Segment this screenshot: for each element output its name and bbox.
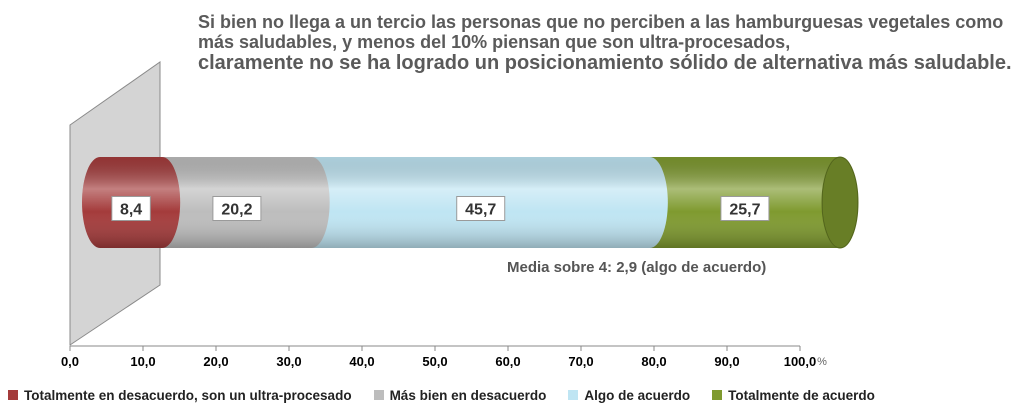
- legend: Totalmente en desacuerdo, son un ultra-p…: [8, 386, 1018, 404]
- x-tick-label: 90,0: [714, 354, 739, 369]
- data-labels: 8,4 20,2 45,7 25,7: [111, 196, 770, 221]
- chart-title: Si bien no llega a un tercio las persona…: [198, 12, 1018, 75]
- svg-text:25,7: 25,7: [729, 202, 760, 219]
- legend-item: Totalmente de acuerdo: [712, 388, 875, 403]
- data-label: 8,4: [111, 196, 151, 221]
- data-label: 20,2: [212, 196, 262, 221]
- svg-text:45,7: 45,7: [465, 202, 496, 219]
- data-label: 45,7: [456, 196, 506, 221]
- legend-swatch: [712, 390, 723, 400]
- x-tick-label: 100,0: [784, 354, 817, 369]
- legend-item: Totalmente en desacuerdo, son un ultra-p…: [8, 388, 352, 403]
- legend-label: Más bien en desacuerdo: [389, 387, 547, 403]
- x-tick-label: 10,0: [130, 354, 155, 369]
- x-tick-label: 80,0: [641, 354, 666, 369]
- legend-swatch: [373, 390, 384, 400]
- svg-text:20,2: 20,2: [221, 202, 252, 219]
- x-tick-label: 30,0: [276, 354, 301, 369]
- legend-swatch: [568, 390, 579, 400]
- x-tick-label: 0,0: [61, 354, 79, 369]
- legend-item: Algo de acuerdo: [568, 388, 690, 403]
- chart-title-line-1: Si bien no llega a un tercio las persona…: [198, 12, 1004, 53]
- mean-annotation: Media sobre 4: 2,9 (algo de acuerdo): [507, 259, 766, 276]
- data-label: 25,7: [720, 196, 770, 221]
- x-axis-ticks: 0,0 10,0 20,0 30,0 40,0 50,0 60,0 70,0 80,0 90,0 1…: [61, 346, 827, 369]
- legend-item: Más bien en desacuerdo: [373, 387, 547, 403]
- svg-text:8,4: 8,4: [120, 202, 142, 219]
- legend-label: Algo de acuerdo: [584, 387, 691, 403]
- x-tick-label: 40,0: [349, 354, 374, 369]
- bar-end-cap: [821, 156, 859, 249]
- chart-title-line-2: claramente no se ha logrado un posiciona…: [198, 52, 1012, 75]
- legend-swatch: [8, 390, 18, 400]
- x-tick-label: 20,0: [203, 354, 228, 369]
- legend-label: Totalmente en desacuerdo, son un ultra-p…: [24, 387, 352, 403]
- x-axis-unit: %: [817, 356, 827, 368]
- legend-label: Totalmente de acuerdo: [728, 387, 875, 403]
- x-tick-label: 60,0: [495, 354, 520, 369]
- x-tick-label: 70,0: [568, 354, 593, 369]
- x-tick-label: 50,0: [422, 354, 447, 369]
